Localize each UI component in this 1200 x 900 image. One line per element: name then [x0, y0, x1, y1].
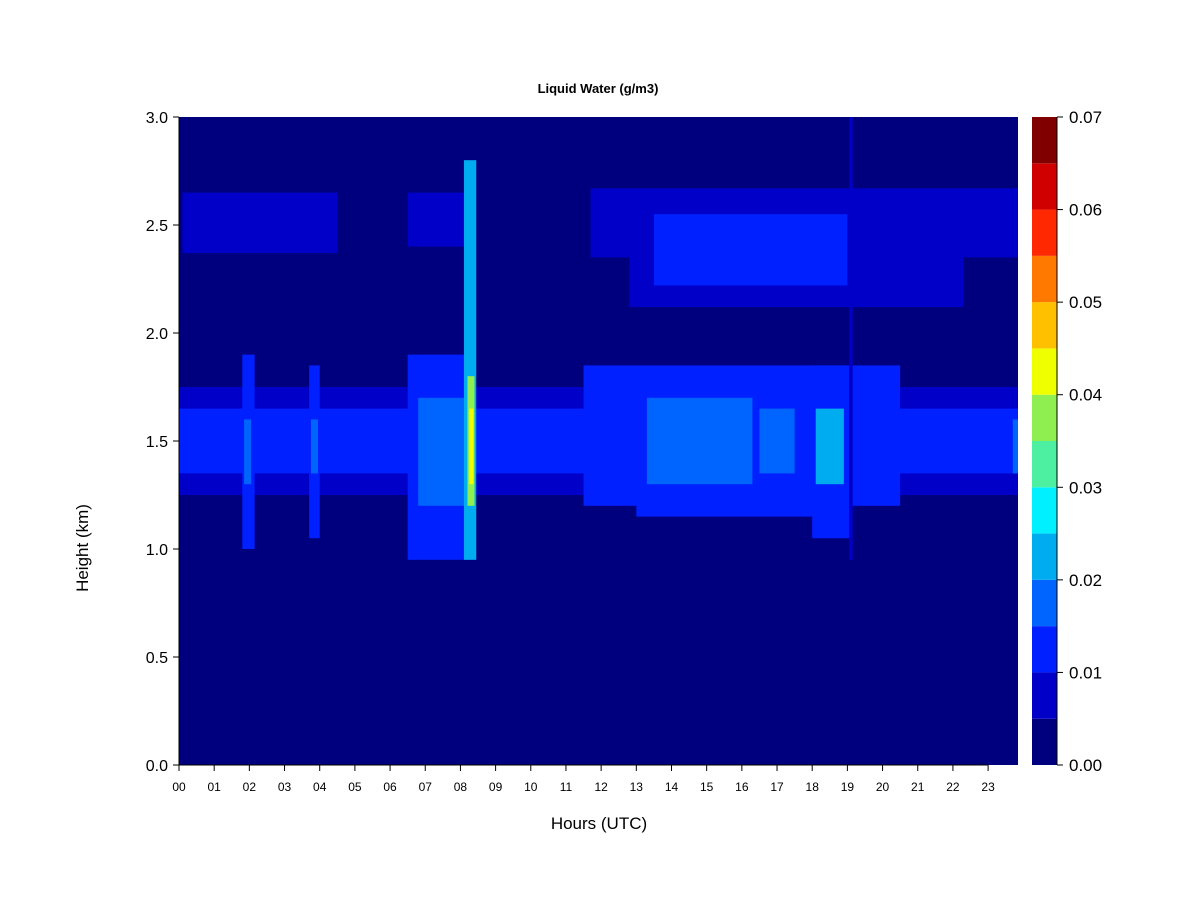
x-tick-label: 23: [981, 780, 995, 794]
colorbar-swatch: [1032, 302, 1057, 349]
heatmap-cell-21: [310, 419, 318, 474]
colorbar-tick-label: 0.05: [1069, 293, 1102, 312]
x-tick-label: 18: [806, 780, 820, 794]
colorbar-swatch: [1032, 626, 1057, 673]
colorbar-swatch: [1032, 117, 1057, 164]
x-tick-label: 03: [278, 780, 292, 794]
colorbar-swatch: [1032, 163, 1057, 210]
x-tick-label: 13: [630, 780, 644, 794]
colorbar-swatch: [1032, 487, 1057, 534]
heatmap-cell-3: [407, 192, 464, 247]
y-tick-label: 3.0: [146, 110, 168, 127]
colorbar-swatch: [1032, 533, 1057, 580]
y-tick-label: 1.0: [146, 542, 168, 559]
heatmap-cell-11: [469, 408, 474, 485]
x-tick-label: 11: [560, 780, 573, 794]
colorbar-swatch: [1032, 718, 1057, 765]
colorbar-swatch: [1032, 209, 1057, 256]
y-tick-label: 0.0: [146, 758, 168, 775]
x-tick-label: 12: [594, 780, 608, 794]
colorbar-tick-label: 0.02: [1069, 571, 1102, 590]
heatmap-cell-19: [244, 419, 252, 485]
x-tick-label: 10: [524, 780, 538, 794]
x-tick-label: 00: [172, 780, 186, 794]
heatmap-cell-2: [182, 192, 338, 254]
x-tick-label: 07: [419, 780, 433, 794]
x-tick-label: 16: [735, 780, 749, 794]
y-axis-label: Height (km): [73, 504, 92, 592]
x-tick-label: 02: [243, 780, 257, 794]
colorbar-tick-label: 0.07: [1069, 108, 1102, 127]
x-tick-label: 19: [841, 780, 855, 794]
colorbar-swatch: [1032, 255, 1057, 303]
x-tick-label: 20: [876, 780, 890, 794]
colorbar-swatch: [1032, 394, 1057, 441]
x-tick-label: 22: [946, 780, 960, 794]
x-tick-label: 21: [911, 780, 925, 794]
x-tick-label: 01: [207, 780, 221, 794]
x-tick-label: 05: [348, 780, 362, 794]
x-tick-label: 14: [665, 780, 679, 794]
x-tick-label: 15: [700, 780, 714, 794]
heatmap-cell-8: [418, 397, 468, 506]
colorbar-swatch: [1032, 579, 1057, 627]
x-tick-label: 04: [313, 780, 327, 794]
y-axis: 0.0 0.5 1.0 1.5 2.0 2.5 3.0: [146, 110, 180, 775]
x-tick-label: 09: [489, 780, 503, 794]
heatmap-cell-23: [1012, 419, 1018, 474]
colorbar-tick-label: 0.01: [1069, 663, 1102, 682]
colorbar-swatch: [1032, 441, 1057, 488]
heatmap-cell-6: [653, 214, 848, 286]
plot-area: [179, 117, 1018, 765]
heatmap-cell-17: [815, 408, 844, 485]
heatmap-cell-15: [759, 408, 795, 474]
y-tick-label: 2.5: [146, 218, 168, 235]
heatmap-cell-22: [849, 117, 853, 560]
colorbar-tick-label: 0.03: [1069, 478, 1102, 497]
x-tick-label: 06: [383, 780, 397, 794]
heatmap-cell-14: [646, 397, 753, 485]
y-tick-label: 0.5: [146, 650, 168, 667]
y-tick-label: 2.0: [146, 326, 168, 343]
colorbar-swatch: [1032, 348, 1057, 395]
x-axis: 00 01 02 03 04 05 06 07 08 09 10 11 12 13 14 15 16 17 18 19…: [172, 764, 995, 794]
y-tick-label: 1.5: [146, 434, 168, 451]
colorbar: 0.00 0.01 0.02 0.03 0.04 0.05 0.06 0.07: [1032, 108, 1102, 775]
colorbar-tick-label: 0.04: [1069, 386, 1102, 405]
colorbar-swatch: [1032, 672, 1057, 719]
x-tick-label: 08: [454, 780, 468, 794]
colorbar-tick-label: 0.06: [1069, 201, 1102, 220]
colorbar-tick-label: 0.00: [1069, 756, 1102, 775]
x-tick-label: 17: [770, 780, 784, 794]
chart-title: Liquid Water (g/m3): [538, 81, 659, 96]
x-axis-label: Hours (UTC): [551, 814, 647, 833]
